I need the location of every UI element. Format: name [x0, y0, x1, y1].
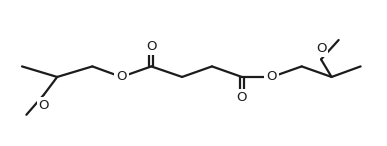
- Text: O: O: [39, 99, 49, 112]
- Text: O: O: [267, 71, 277, 84]
- Text: O: O: [316, 42, 326, 55]
- Text: O: O: [236, 91, 247, 104]
- Text: O: O: [146, 40, 156, 53]
- Text: O: O: [116, 71, 127, 84]
